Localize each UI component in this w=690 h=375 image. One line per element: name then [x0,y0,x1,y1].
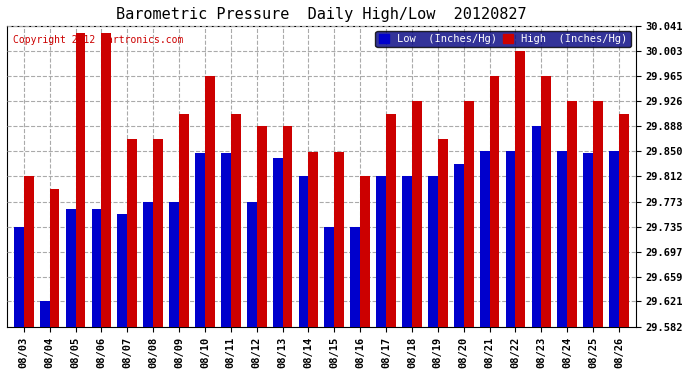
Bar [205,76,215,327]
Bar [438,139,448,327]
Bar [221,153,231,327]
Bar [40,302,50,327]
Bar [558,151,567,327]
Bar [386,114,396,327]
Bar [14,227,23,327]
Bar [609,151,619,327]
Bar [351,226,360,327]
Bar [490,76,500,327]
Bar [480,151,490,327]
Bar [567,101,577,327]
Bar [23,176,34,327]
Title: Barometric Pressure  Daily High/Low  20120827: Barometric Pressure Daily High/Low 20120… [116,7,526,22]
Bar [231,114,241,327]
Bar [257,126,266,327]
Bar [583,153,593,327]
Bar [169,202,179,327]
Bar [117,214,127,327]
Bar [50,189,59,327]
Bar [153,139,163,327]
Bar [195,153,205,327]
Bar [324,227,335,327]
Bar [428,176,438,327]
Bar [360,176,370,327]
Bar [412,101,422,327]
Legend: Low  (Inches/Hg), High  (Inches/Hg): Low (Inches/Hg), High (Inches/Hg) [375,31,631,47]
Bar [75,33,86,327]
Bar [402,176,412,327]
Bar [506,151,515,327]
Bar [376,176,386,327]
Bar [92,209,101,327]
Bar [283,126,293,327]
Bar [299,176,308,327]
Bar [308,152,318,327]
Bar [179,114,189,327]
Bar [101,33,111,327]
Bar [66,209,75,327]
Bar [273,158,283,327]
Bar [247,202,257,327]
Bar [464,101,473,327]
Bar [593,101,603,327]
Text: Copyright 2012 Cartronics.com: Copyright 2012 Cartronics.com [13,35,184,45]
Bar [127,139,137,327]
Bar [144,202,153,327]
Bar [619,114,629,327]
Bar [454,164,464,327]
Bar [542,76,551,327]
Bar [531,126,542,327]
Bar [515,51,525,327]
Bar [335,152,344,327]
